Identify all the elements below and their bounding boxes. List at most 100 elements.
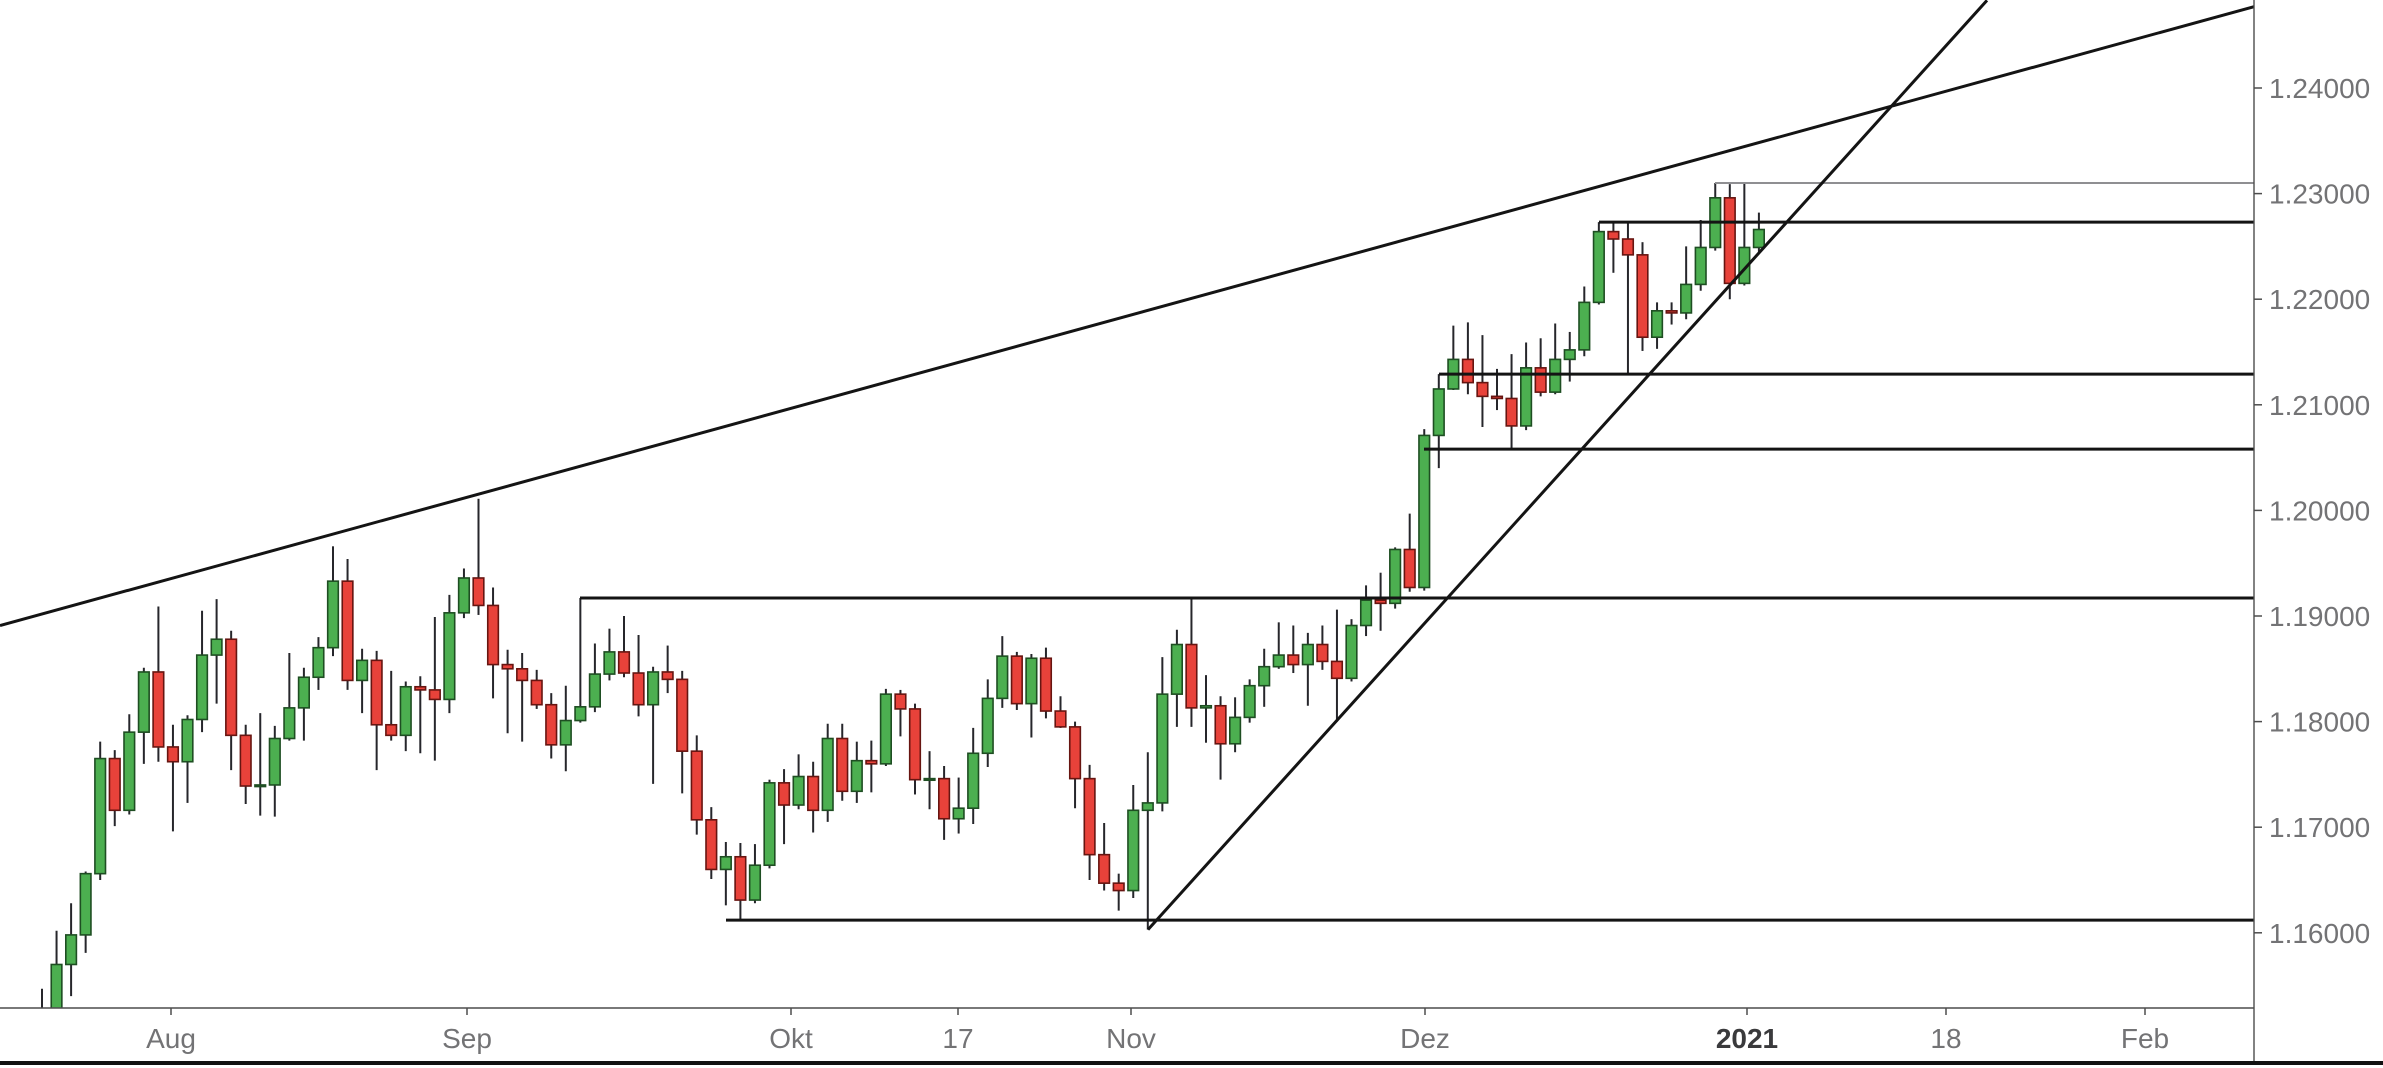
candle xyxy=(1418,429,1431,591)
candle xyxy=(399,681,412,752)
candle xyxy=(1592,222,1605,305)
candle xyxy=(355,648,369,714)
candle xyxy=(908,703,922,795)
candle xyxy=(1127,784,1140,898)
bottom-border xyxy=(0,1061,2383,1065)
candle xyxy=(1621,223,1635,375)
candle xyxy=(923,751,936,810)
candle xyxy=(1534,338,1547,397)
candle xyxy=(1490,368,1504,411)
candle xyxy=(1636,242,1649,351)
time-tick-label: Aug xyxy=(146,1023,196,1054)
candle xyxy=(414,676,427,754)
candle xyxy=(865,740,878,793)
candle xyxy=(1680,246,1693,320)
candle xyxy=(341,558,354,690)
price-tick-label: 1.16000 xyxy=(2269,918,2370,949)
time-tick-label: Feb xyxy=(2121,1023,2169,1054)
candle xyxy=(137,667,150,764)
candle xyxy=(676,670,689,794)
candle xyxy=(1301,632,1314,706)
candle xyxy=(1432,374,1445,469)
candle xyxy=(254,713,267,816)
candle xyxy=(1650,302,1664,349)
candle xyxy=(239,724,252,804)
candle xyxy=(1258,648,1271,707)
candle xyxy=(836,723,849,801)
candle xyxy=(1665,302,1678,325)
time-tick-label: 18 xyxy=(1930,1023,1961,1054)
candle xyxy=(1316,625,1329,670)
time-tick-label: Nov xyxy=(1106,1023,1156,1054)
candle xyxy=(1287,625,1300,674)
price-tick-label: 1.21000 xyxy=(2269,390,2370,421)
candle xyxy=(617,616,631,678)
candle xyxy=(763,779,776,869)
upper-channel-trendline[interactable] xyxy=(0,5,2254,627)
time-axis[interactable]: Aug Sep Okt 17 Nov Dez 2021 18 Feb xyxy=(146,1008,2169,1054)
horizontal-level-lines[interactable] xyxy=(580,182,2254,922)
time-tick-label: 17 xyxy=(942,1023,973,1054)
price-tick-label: 1.20000 xyxy=(2269,495,2370,526)
candle xyxy=(501,649,514,734)
candle xyxy=(1199,675,1213,743)
candle xyxy=(94,741,107,880)
candle xyxy=(777,769,791,845)
price-tick-label: 1.19000 xyxy=(2269,601,2370,632)
price-axis[interactable]: 1.24000 1.23000 1.22000 1.21000 1.20000 1.190… xyxy=(2254,73,2370,949)
candle xyxy=(690,735,703,835)
candle xyxy=(1374,572,1387,631)
candle xyxy=(1156,657,1169,812)
candle xyxy=(268,725,281,817)
candle xyxy=(312,637,325,690)
candle xyxy=(385,670,398,741)
candle xyxy=(661,645,674,694)
candle xyxy=(166,724,180,832)
trendlines[interactable] xyxy=(0,0,2254,931)
candle xyxy=(1345,619,1358,682)
candle xyxy=(516,652,529,742)
candle xyxy=(632,635,645,717)
candle xyxy=(1505,354,1518,450)
candle xyxy=(1694,220,1707,291)
candle xyxy=(1054,696,1067,728)
candle xyxy=(326,546,340,657)
candle xyxy=(457,568,471,619)
price-tick-label: 1.18000 xyxy=(2269,707,2370,738)
plot-area[interactable] xyxy=(0,0,2254,1068)
candle xyxy=(123,714,136,815)
candle xyxy=(486,587,500,699)
candle xyxy=(108,750,121,827)
candle xyxy=(1607,223,1620,273)
candle xyxy=(428,617,441,761)
candle xyxy=(195,610,209,733)
candle xyxy=(559,685,572,772)
time-tick-label: Okt xyxy=(769,1023,813,1054)
price-tick-label: 1.22000 xyxy=(2269,284,2370,315)
candle xyxy=(646,666,660,784)
candle xyxy=(1272,622,1285,669)
candle xyxy=(1039,647,1053,719)
candle xyxy=(967,727,980,825)
time-year-label: 2021 xyxy=(1716,1023,1778,1054)
candle xyxy=(1359,585,1373,637)
candle xyxy=(1476,335,1489,427)
candle xyxy=(792,754,805,810)
candle xyxy=(981,679,994,768)
ascending-trendline[interactable] xyxy=(1146,0,1989,931)
candle xyxy=(588,643,601,713)
candle xyxy=(283,652,296,741)
candle xyxy=(1549,323,1562,395)
candle xyxy=(748,844,762,904)
candle xyxy=(821,723,834,822)
candle xyxy=(297,667,311,741)
candle xyxy=(225,630,238,771)
candle xyxy=(1461,322,1474,395)
candle xyxy=(1330,609,1344,722)
candle xyxy=(850,741,863,803)
candle xyxy=(574,598,587,723)
candle xyxy=(1098,822,1111,891)
candle xyxy=(1068,721,1082,809)
candle xyxy=(472,498,485,615)
